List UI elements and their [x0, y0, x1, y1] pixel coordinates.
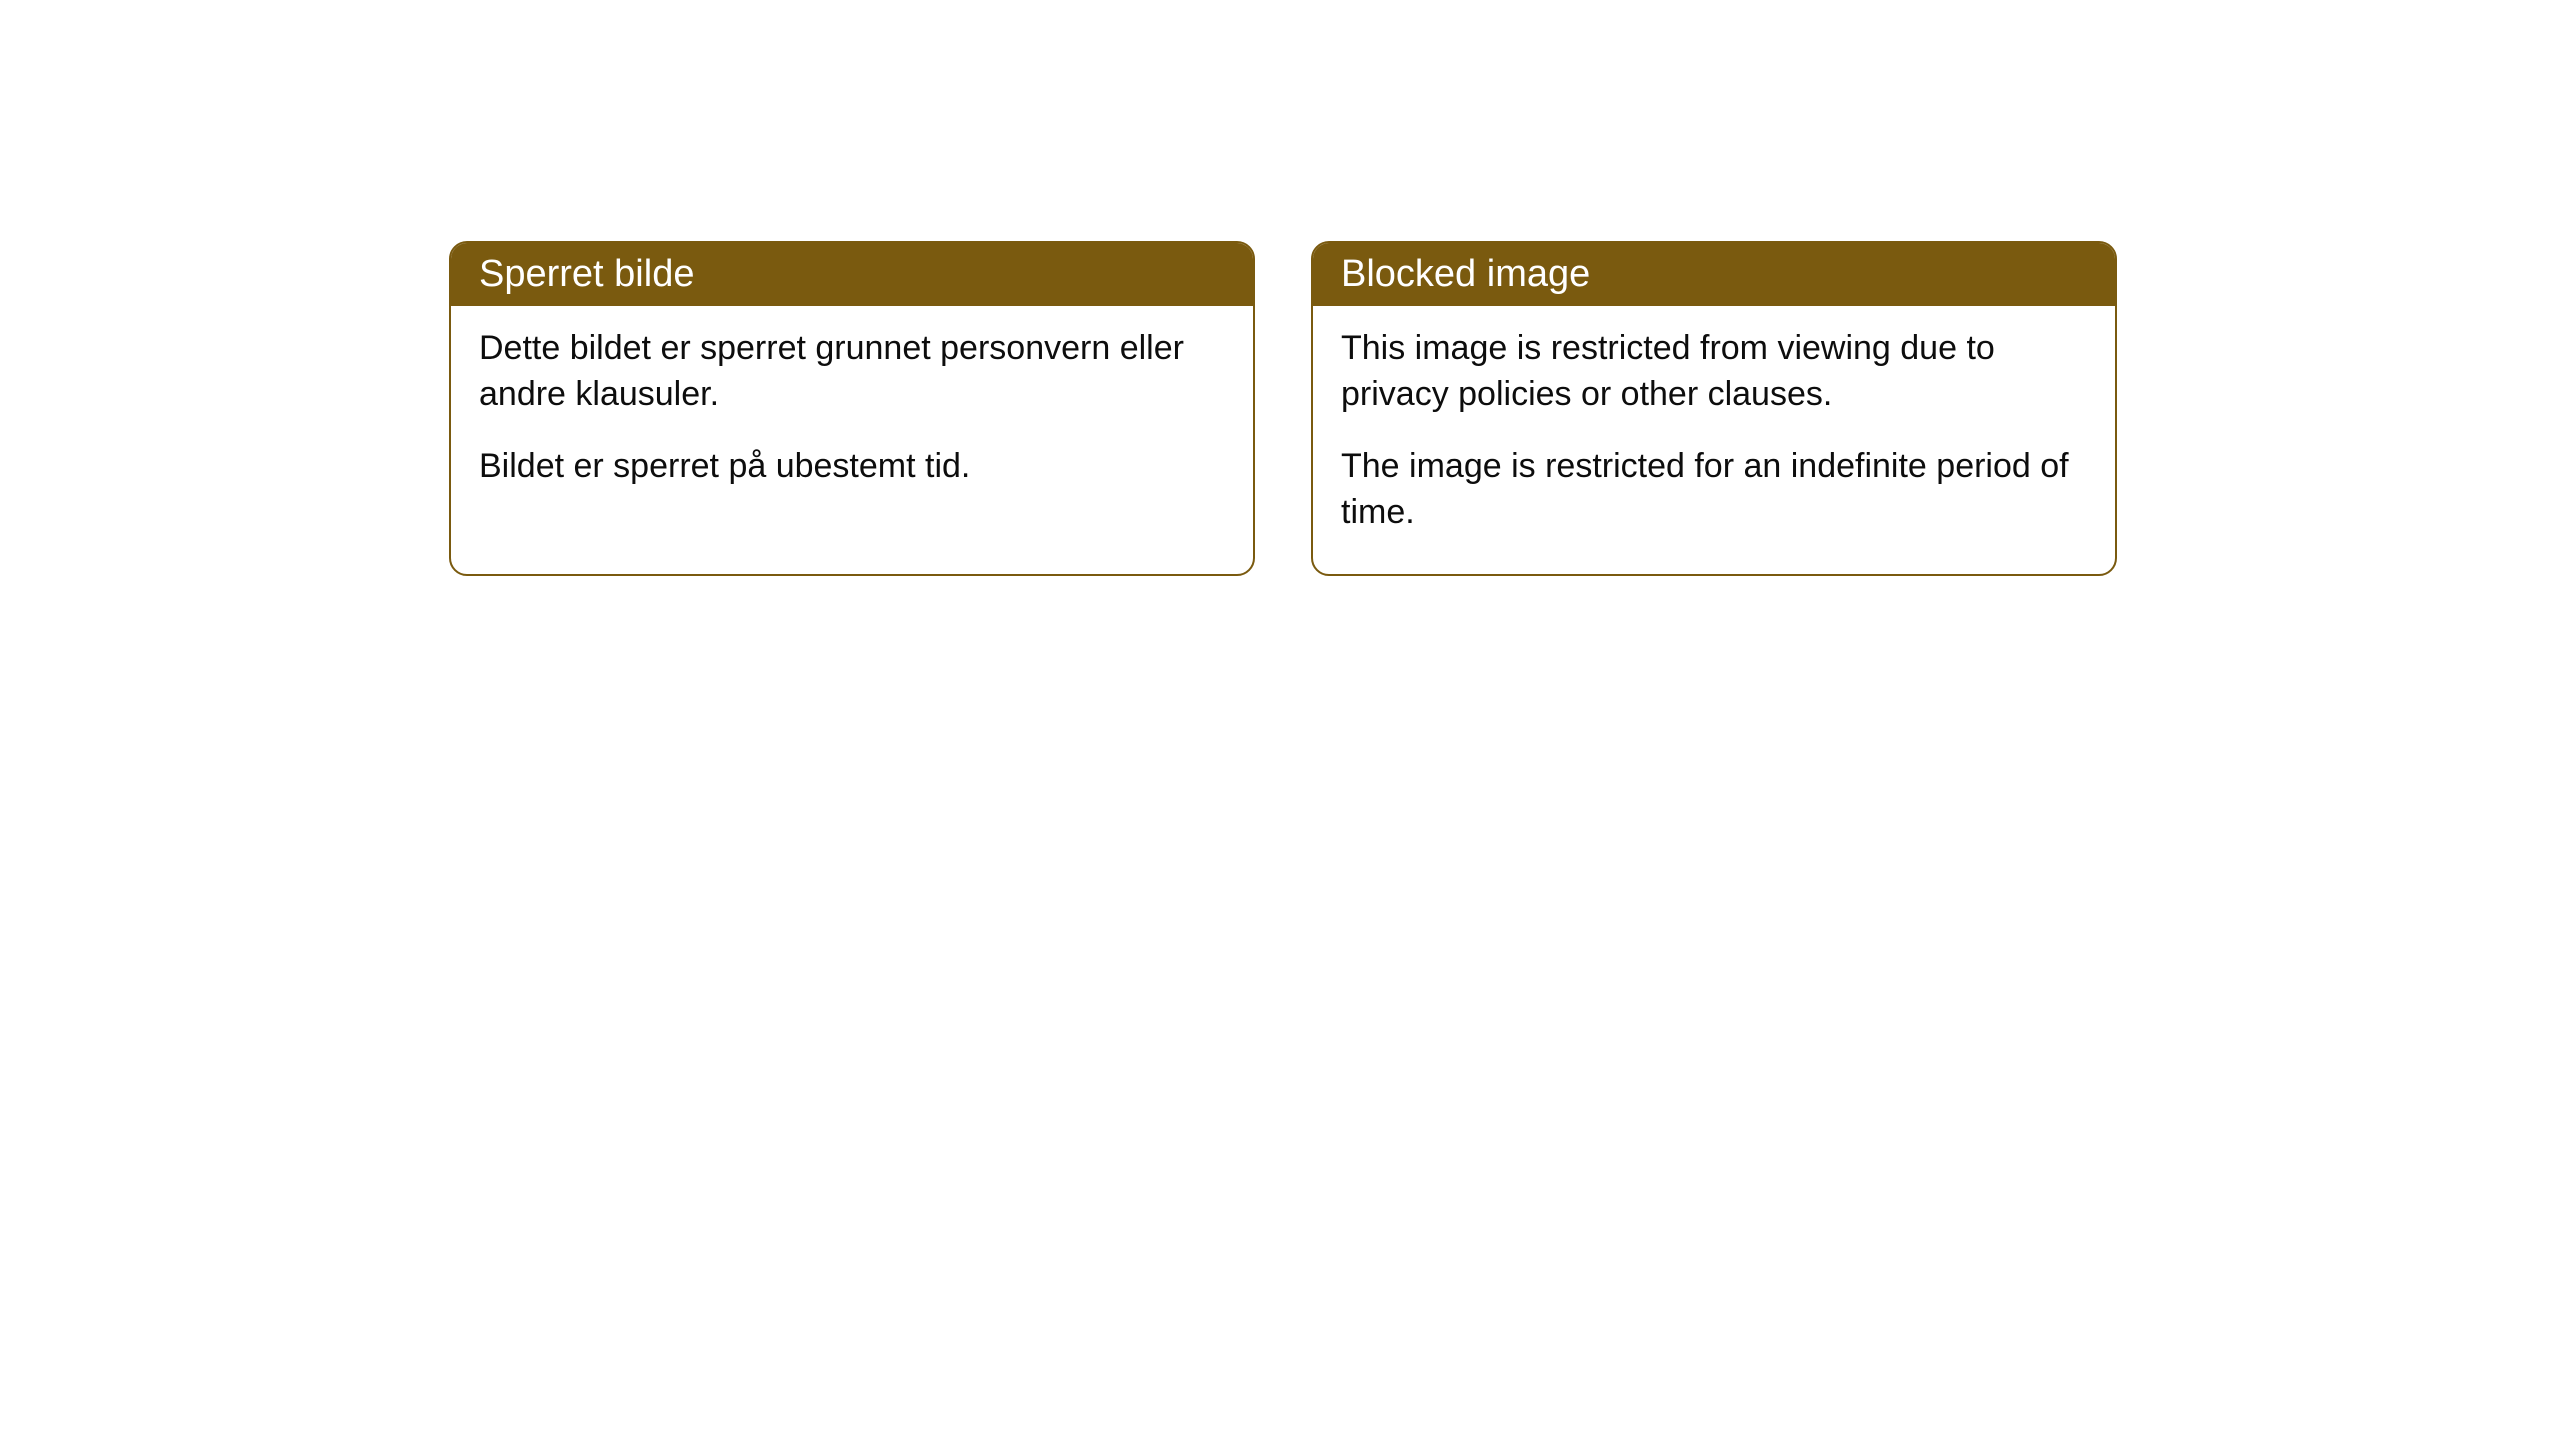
- notice-container: Sperret bilde Dette bildet er sperret gr…: [449, 241, 2117, 576]
- card-paragraph-1-en: This image is restricted from viewing du…: [1341, 326, 2087, 418]
- card-header-en: Blocked image: [1313, 243, 2115, 306]
- card-body-en: This image is restricted from viewing du…: [1313, 306, 2115, 574]
- card-header-no: Sperret bilde: [451, 243, 1253, 306]
- blocked-image-card-no: Sperret bilde Dette bildet er sperret gr…: [449, 241, 1255, 576]
- blocked-image-card-en: Blocked image This image is restricted f…: [1311, 241, 2117, 576]
- card-title-no: Sperret bilde: [479, 253, 694, 295]
- card-title-en: Blocked image: [1341, 253, 1590, 295]
- card-paragraph-2-en: The image is restricted for an indefinit…: [1341, 444, 2087, 536]
- card-paragraph-1-no: Dette bildet er sperret grunnet personve…: [479, 326, 1225, 418]
- card-body-no: Dette bildet er sperret grunnet personve…: [451, 306, 1253, 528]
- card-paragraph-2-no: Bildet er sperret på ubestemt tid.: [479, 444, 1225, 490]
